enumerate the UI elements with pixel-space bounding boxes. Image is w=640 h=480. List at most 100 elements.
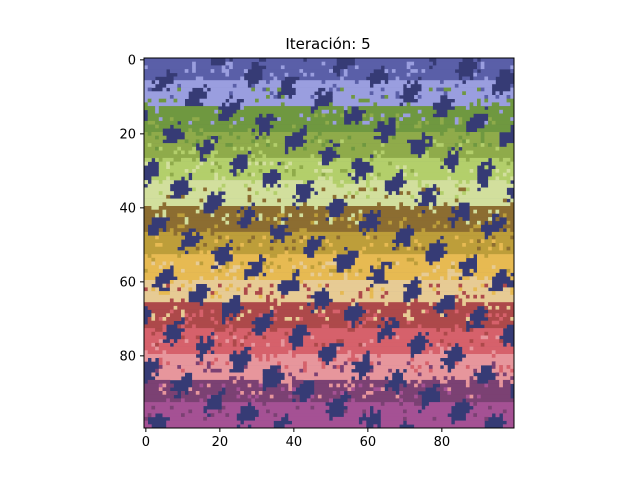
heatmap-cell-run (465, 394, 470, 399)
heatmap-cell-run (362, 324, 378, 329)
heatmap-cell-run (144, 91, 189, 96)
heatmap-cell-run (410, 235, 441, 240)
heatmap-cell-run (465, 91, 493, 96)
heatmap-cell-run (406, 180, 419, 185)
heatmap-cell-run (458, 187, 467, 192)
heatmap-cell-run (340, 72, 345, 77)
heatmap-cell-run (269, 120, 326, 125)
heatmap-cell-run (188, 409, 193, 414)
heatmap-cell-run (373, 383, 385, 388)
heatmap-cell-run (465, 80, 496, 85)
heatmap-cell-run (203, 132, 230, 136)
heatmap-cell-run (454, 120, 459, 125)
heatmap-cell-run (447, 342, 452, 347)
heatmap-cell-run (280, 387, 285, 392)
heatmap-cell-run (306, 287, 311, 292)
heatmap-cell-run (251, 180, 256, 185)
heatmap-cell-run (155, 342, 160, 347)
heatmap-cell-run (510, 291, 515, 296)
heatmap-cell-run (247, 331, 252, 336)
heatmap-cell-run (206, 294, 211, 299)
heatmap-cell-run (406, 302, 411, 307)
heatmap-cell-run (229, 324, 234, 329)
heatmap-cell-run (269, 217, 274, 222)
heatmap-cell-run (421, 324, 456, 329)
heatmap-cell-run (480, 335, 489, 340)
heatmap-cell-run (192, 61, 197, 66)
heatmap-cell-run (473, 413, 478, 418)
heatmap-cell-run (251, 194, 293, 199)
heatmap-cell-run (266, 294, 271, 299)
heatmap-cell-run (388, 76, 396, 81)
heatmap-cell-run (255, 132, 259, 136)
heatmap-cell-run (366, 372, 393, 377)
heatmap-cell-run (428, 365, 433, 370)
heatmap-cell-run (332, 250, 337, 255)
heatmap-cell-run (465, 191, 507, 196)
heatmap-cell-run (410, 224, 433, 229)
heatmap-cell-run (158, 117, 163, 122)
heatmap-cell-run (480, 98, 485, 103)
heatmap-cell-run (458, 154, 515, 159)
heatmap-cell-run (243, 243, 259, 247)
heatmap-cell-run (406, 379, 411, 384)
heatmap-cell-run (510, 305, 515, 310)
heatmap-cell-run (495, 354, 515, 358)
heatmap-cell-run (454, 98, 478, 103)
heatmap-cell-run (262, 76, 274, 81)
heatmap-cell-run (473, 150, 515, 155)
heatmap-cell-run (329, 302, 352, 307)
heatmap-cell-run (369, 98, 404, 103)
heatmap-cell-run (502, 213, 507, 218)
heatmap-cell-run (169, 416, 204, 421)
heatmap-cell-run (336, 109, 345, 114)
heatmap-cell-run (484, 254, 489, 259)
heatmap-cell-run (147, 317, 152, 321)
heatmap-cell-run (214, 261, 219, 266)
heatmap-cell-run (436, 291, 441, 296)
heatmap-cell-run (266, 65, 282, 70)
heatmap-cell-run (277, 169, 285, 173)
heatmap-cell-run (499, 368, 504, 373)
heatmap-cell-run (395, 120, 400, 125)
heatmap-cell-run (284, 376, 293, 381)
heatmap-cell-run (166, 313, 171, 318)
heatmap-cell-run (247, 198, 252, 203)
heatmap-cell-run (266, 217, 271, 222)
heatmap-cell-run (347, 72, 370, 77)
heatmap-cell-run (465, 302, 485, 307)
heatmap-cell-run (491, 157, 500, 162)
heatmap-cell-run (354, 320, 359, 325)
heatmap-cell-run (377, 235, 396, 240)
heatmap-cell-run (380, 202, 400, 207)
heatmap-cell-run (173, 261, 197, 266)
heatmap-cell-run (203, 339, 208, 344)
heatmap-cell-run (203, 161, 211, 166)
heatmap-cell-run (310, 394, 315, 399)
heatmap-cell-run (221, 165, 234, 170)
heatmap-cell-run (480, 87, 485, 92)
heatmap-cell-run (236, 172, 241, 177)
heatmap-cell-run (229, 320, 252, 325)
heatmap-cell-run (417, 91, 444, 96)
heatmap-cell-run (369, 180, 385, 185)
heatmap-cell-run (303, 365, 308, 370)
heatmap-cell-run (406, 65, 411, 70)
heatmap-cell-run (232, 276, 237, 281)
heatmap-cell-run (317, 132, 322, 136)
heatmap-cell-run (406, 72, 411, 77)
heatmap-cell-run (251, 146, 285, 151)
heatmap-cell-run (458, 298, 463, 303)
heatmap-cell-run (188, 128, 193, 133)
heatmap-cell-run (277, 298, 315, 303)
heatmap-cell-run (473, 402, 478, 407)
heatmap-cell-run (369, 235, 374, 240)
heatmap-cell-run (377, 313, 404, 318)
heatmap-cell-run (251, 220, 278, 225)
heatmap-cell-run (292, 213, 300, 218)
heatmap-cell-run (432, 416, 437, 421)
heatmap-cell-run (343, 106, 348, 111)
heatmap-cell-run (273, 95, 278, 99)
heatmap-cell-run (317, 261, 322, 266)
heatmap-cell-run (214, 109, 219, 114)
